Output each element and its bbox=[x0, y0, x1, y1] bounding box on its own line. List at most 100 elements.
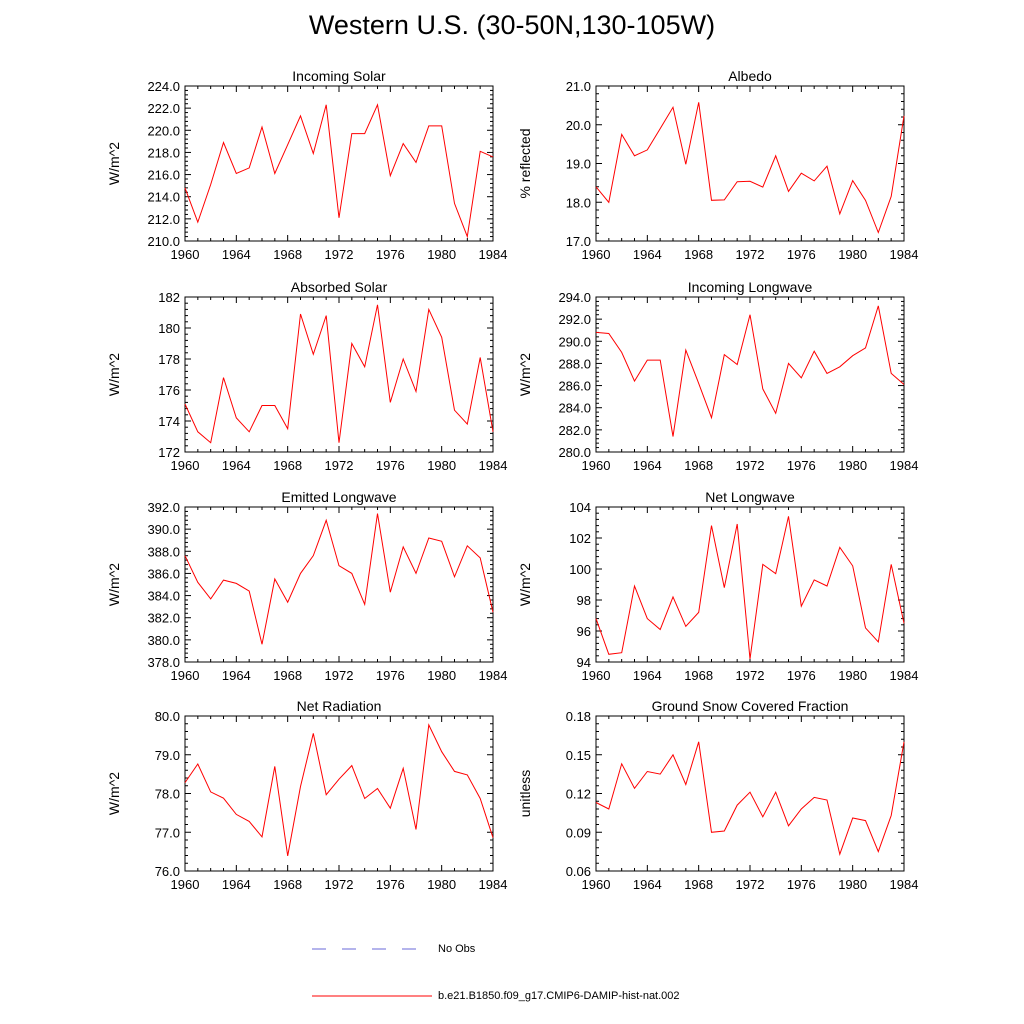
y-tick-label: 96 bbox=[577, 624, 591, 639]
y-tick-label: 210.0 bbox=[147, 234, 180, 249]
y-tick-label: 214.0 bbox=[147, 190, 180, 205]
y-tick-label: 180 bbox=[158, 321, 180, 336]
net-radiation-panel-title: Net Radiation bbox=[297, 698, 382, 714]
emitted-longwave-panel-title: Emitted Longwave bbox=[281, 489, 396, 505]
x-tick-label: 1960 bbox=[582, 877, 611, 892]
x-tick-label: 1968 bbox=[273, 458, 302, 473]
incoming-solar-y-axis-label: W/m^2 bbox=[106, 142, 122, 185]
y-tick-label: 290.0 bbox=[558, 334, 591, 349]
x-tick-label: 1968 bbox=[684, 247, 713, 262]
net-longwave-y-axis-label: W/m^2 bbox=[517, 563, 533, 606]
emitted-longwave-y-axis-label: W/m^2 bbox=[106, 563, 122, 606]
albedo-panel-title: Albedo bbox=[728, 68, 772, 84]
x-tick-label: 1976 bbox=[787, 247, 816, 262]
x-tick-label: 1964 bbox=[222, 247, 251, 262]
x-tick-label: 1960 bbox=[171, 877, 200, 892]
ground-snow-covered-fraction-y-axis-label: unitless bbox=[517, 770, 533, 817]
absorbed-solar-series-line bbox=[184, 304, 494, 444]
x-tick-label: 1976 bbox=[787, 668, 816, 683]
x-tick-label: 1964 bbox=[633, 877, 662, 892]
x-tick-label: 1984 bbox=[479, 877, 508, 892]
incoming-longwave-y-axis-label: W/m^2 bbox=[517, 353, 533, 396]
y-tick-label: 292.0 bbox=[558, 312, 591, 327]
x-tick-label: 1960 bbox=[171, 668, 200, 683]
legend-label-model-run: b.e21.B1850.f09_g17.CMIP6-DAMIP-hist-nat… bbox=[438, 990, 680, 1002]
incoming-longwave-plot-frame bbox=[595, 296, 905, 453]
y-tick-label: 384.0 bbox=[147, 589, 180, 604]
ground-snow-covered-fraction-panel-title: Ground Snow Covered Fraction bbox=[652, 698, 849, 714]
absorbed-solar-plot-frame bbox=[184, 296, 494, 453]
y-tick-label: 0.12 bbox=[566, 787, 591, 802]
y-tick-label: 0.18 bbox=[566, 709, 591, 724]
absorbed-solar-y-axis-label: W/m^2 bbox=[106, 353, 122, 396]
emitted-longwave-plot-frame bbox=[184, 506, 494, 663]
net-longwave-panel-title: Net Longwave bbox=[705, 489, 795, 505]
x-tick-label: 1964 bbox=[633, 247, 662, 262]
y-tick-label: 218.0 bbox=[147, 145, 180, 160]
y-tick-label: 392.0 bbox=[147, 500, 180, 515]
x-tick-label: 1984 bbox=[890, 458, 919, 473]
y-tick-label: 382.0 bbox=[147, 611, 180, 626]
albedo-y-axis-label: % reflected bbox=[517, 128, 533, 198]
x-tick-label: 1980 bbox=[838, 668, 867, 683]
x-tick-label: 1984 bbox=[890, 247, 919, 262]
incoming-solar-panel-title: Incoming Solar bbox=[292, 68, 386, 84]
y-tick-label: 182 bbox=[158, 290, 180, 305]
x-tick-label: 1968 bbox=[273, 247, 302, 262]
x-tick-label: 1964 bbox=[633, 668, 662, 683]
absorbed-solar-panel-title: Absorbed Solar bbox=[291, 279, 388, 295]
x-tick-label: 1972 bbox=[736, 458, 765, 473]
y-tick-label: 176 bbox=[158, 383, 180, 398]
y-tick-label: 288.0 bbox=[558, 356, 591, 371]
legend-label-no-obs: No Obs bbox=[438, 943, 476, 955]
x-tick-label: 1984 bbox=[890, 668, 919, 683]
y-tick-label: 378.0 bbox=[147, 655, 180, 670]
y-tick-label: 17.0 bbox=[566, 234, 591, 249]
y-tick-label: 77.0 bbox=[155, 825, 180, 840]
y-tick-label: 21.0 bbox=[566, 79, 591, 94]
y-tick-label: 390.0 bbox=[147, 522, 180, 537]
y-tick-label: 388.0 bbox=[147, 544, 180, 559]
x-tick-label: 1960 bbox=[171, 247, 200, 262]
x-tick-label: 1984 bbox=[890, 877, 919, 892]
y-tick-label: 78.0 bbox=[155, 787, 180, 802]
main-title: Western U.S. (30-50N,130-105W) bbox=[308, 10, 716, 40]
y-tick-label: 380.0 bbox=[147, 633, 180, 648]
x-tick-label: 1972 bbox=[736, 668, 765, 683]
y-tick-label: 80.0 bbox=[155, 709, 180, 724]
y-tick-label: 286.0 bbox=[558, 379, 591, 394]
y-tick-label: 220.0 bbox=[147, 123, 180, 138]
x-tick-label: 1984 bbox=[479, 668, 508, 683]
net-radiation-series-line bbox=[184, 723, 494, 856]
x-tick-label: 1972 bbox=[325, 458, 354, 473]
x-tick-label: 1960 bbox=[582, 458, 611, 473]
y-tick-label: 212.0 bbox=[147, 212, 180, 227]
x-tick-label: 1968 bbox=[273, 668, 302, 683]
net-longwave-series-line bbox=[595, 516, 905, 659]
y-tick-label: 102 bbox=[569, 531, 591, 546]
y-tick-label: 18.0 bbox=[566, 195, 591, 210]
x-tick-label: 1976 bbox=[787, 458, 816, 473]
x-tick-label: 1976 bbox=[376, 877, 405, 892]
albedo-series-line bbox=[595, 102, 905, 234]
y-tick-label: 282.0 bbox=[558, 423, 591, 438]
x-tick-label: 1964 bbox=[222, 458, 251, 473]
incoming-solar-series-line bbox=[184, 103, 494, 239]
x-tick-label: 1980 bbox=[427, 668, 456, 683]
x-tick-label: 1968 bbox=[684, 458, 713, 473]
y-tick-label: 224.0 bbox=[147, 79, 180, 94]
x-tick-label: 1980 bbox=[427, 247, 456, 262]
y-tick-label: 20.0 bbox=[566, 118, 591, 133]
y-tick-label: 100 bbox=[569, 562, 591, 577]
x-tick-label: 1980 bbox=[838, 877, 867, 892]
y-tick-label: 222.0 bbox=[147, 101, 180, 116]
y-tick-label: 386.0 bbox=[147, 566, 180, 581]
net-longwave-plot-frame bbox=[595, 506, 905, 663]
x-tick-label: 1960 bbox=[582, 247, 611, 262]
y-tick-label: 76.0 bbox=[155, 864, 180, 879]
y-tick-label: 0.09 bbox=[566, 825, 591, 840]
x-tick-label: 1972 bbox=[325, 877, 354, 892]
ground-snow-covered-fraction-series-line bbox=[595, 741, 905, 856]
y-tick-label: 19.0 bbox=[566, 157, 591, 172]
